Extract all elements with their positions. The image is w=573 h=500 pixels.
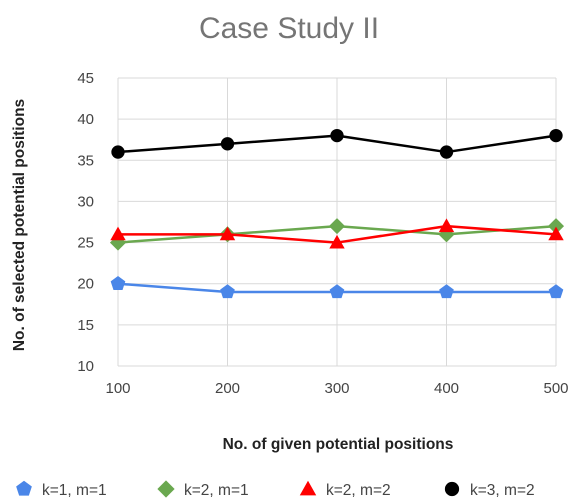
legend-marker-triangle: [299, 480, 317, 496]
data-point-triangle: [110, 226, 126, 241]
x-tick-label: 500: [543, 380, 568, 397]
series-pentagon: [110, 276, 564, 299]
y-tick-label: 45: [77, 70, 94, 87]
legend-label: k=2, m=1: [184, 482, 249, 499]
y-tick-label: 40: [77, 111, 94, 128]
legend-label: k=3, m=2: [470, 482, 535, 499]
data-point-triangle: [219, 226, 236, 241]
data-point-pentagon: [548, 284, 564, 299]
data-point-circle: [549, 128, 563, 143]
legend-label: k=1, m=1: [42, 482, 107, 499]
data-point-pentagon: [329, 284, 345, 299]
y-tick-label: 15: [77, 317, 94, 334]
chart-title: Case Study II: [199, 12, 379, 45]
data-point-triangle: [329, 234, 345, 249]
y-tick-label: 10: [77, 358, 94, 375]
y-axis-label: No. of selected potential positions: [11, 99, 28, 351]
x-tick-label: 400: [434, 380, 459, 397]
data-point-pentagon: [110, 276, 126, 290]
data-point-diamond: [328, 218, 346, 235]
legend-marker-diamond: [157, 480, 175, 498]
x-tick-label: 300: [324, 380, 349, 397]
y-tick-label: 20: [77, 276, 94, 293]
x-axis-label: No. of given potential positions: [223, 436, 454, 453]
y-axis-ticks: 10 15 20 25 30 35 40 45: [77, 70, 94, 375]
y-tick-label: 35: [77, 152, 94, 169]
legend-marker-circle: [444, 481, 460, 497]
x-tick-label: 200: [215, 380, 240, 397]
data-point-circle: [439, 145, 454, 159]
data-point-circle: [111, 145, 125, 159]
legend: k=1, m=1 k=2, m=1 k=2, m=2 k=3, m=2: [16, 480, 535, 499]
legend-item: k=1, m=1: [16, 480, 107, 499]
legend-label: k=2, m=2: [326, 482, 391, 499]
x-tick-label: 100: [105, 380, 130, 397]
x-axis-ticks: 100 200 300 400 500: [105, 380, 568, 397]
series-triangle: [110, 218, 564, 249]
legend-marker-pentagon: [16, 480, 32, 496]
series-lines: [109, 128, 565, 299]
y-tick-label: 25: [77, 235, 94, 252]
data-point-triangle: [548, 226, 564, 241]
data-point-triangle: [438, 218, 455, 233]
data-point-diamond: [109, 234, 127, 251]
legend-item: k=2, m=2: [299, 480, 391, 499]
series-circle: [111, 128, 563, 159]
legend-item: k=2, m=1: [157, 480, 249, 499]
data-point-pentagon: [439, 284, 454, 299]
data-point-circle: [330, 128, 344, 143]
data-point-circle: [220, 137, 235, 151]
legend-item: k=3, m=2: [444, 481, 535, 499]
data-point-diamond: [547, 218, 565, 235]
data-point-pentagon: [220, 284, 235, 299]
y-tick-label: 30: [77, 193, 94, 210]
